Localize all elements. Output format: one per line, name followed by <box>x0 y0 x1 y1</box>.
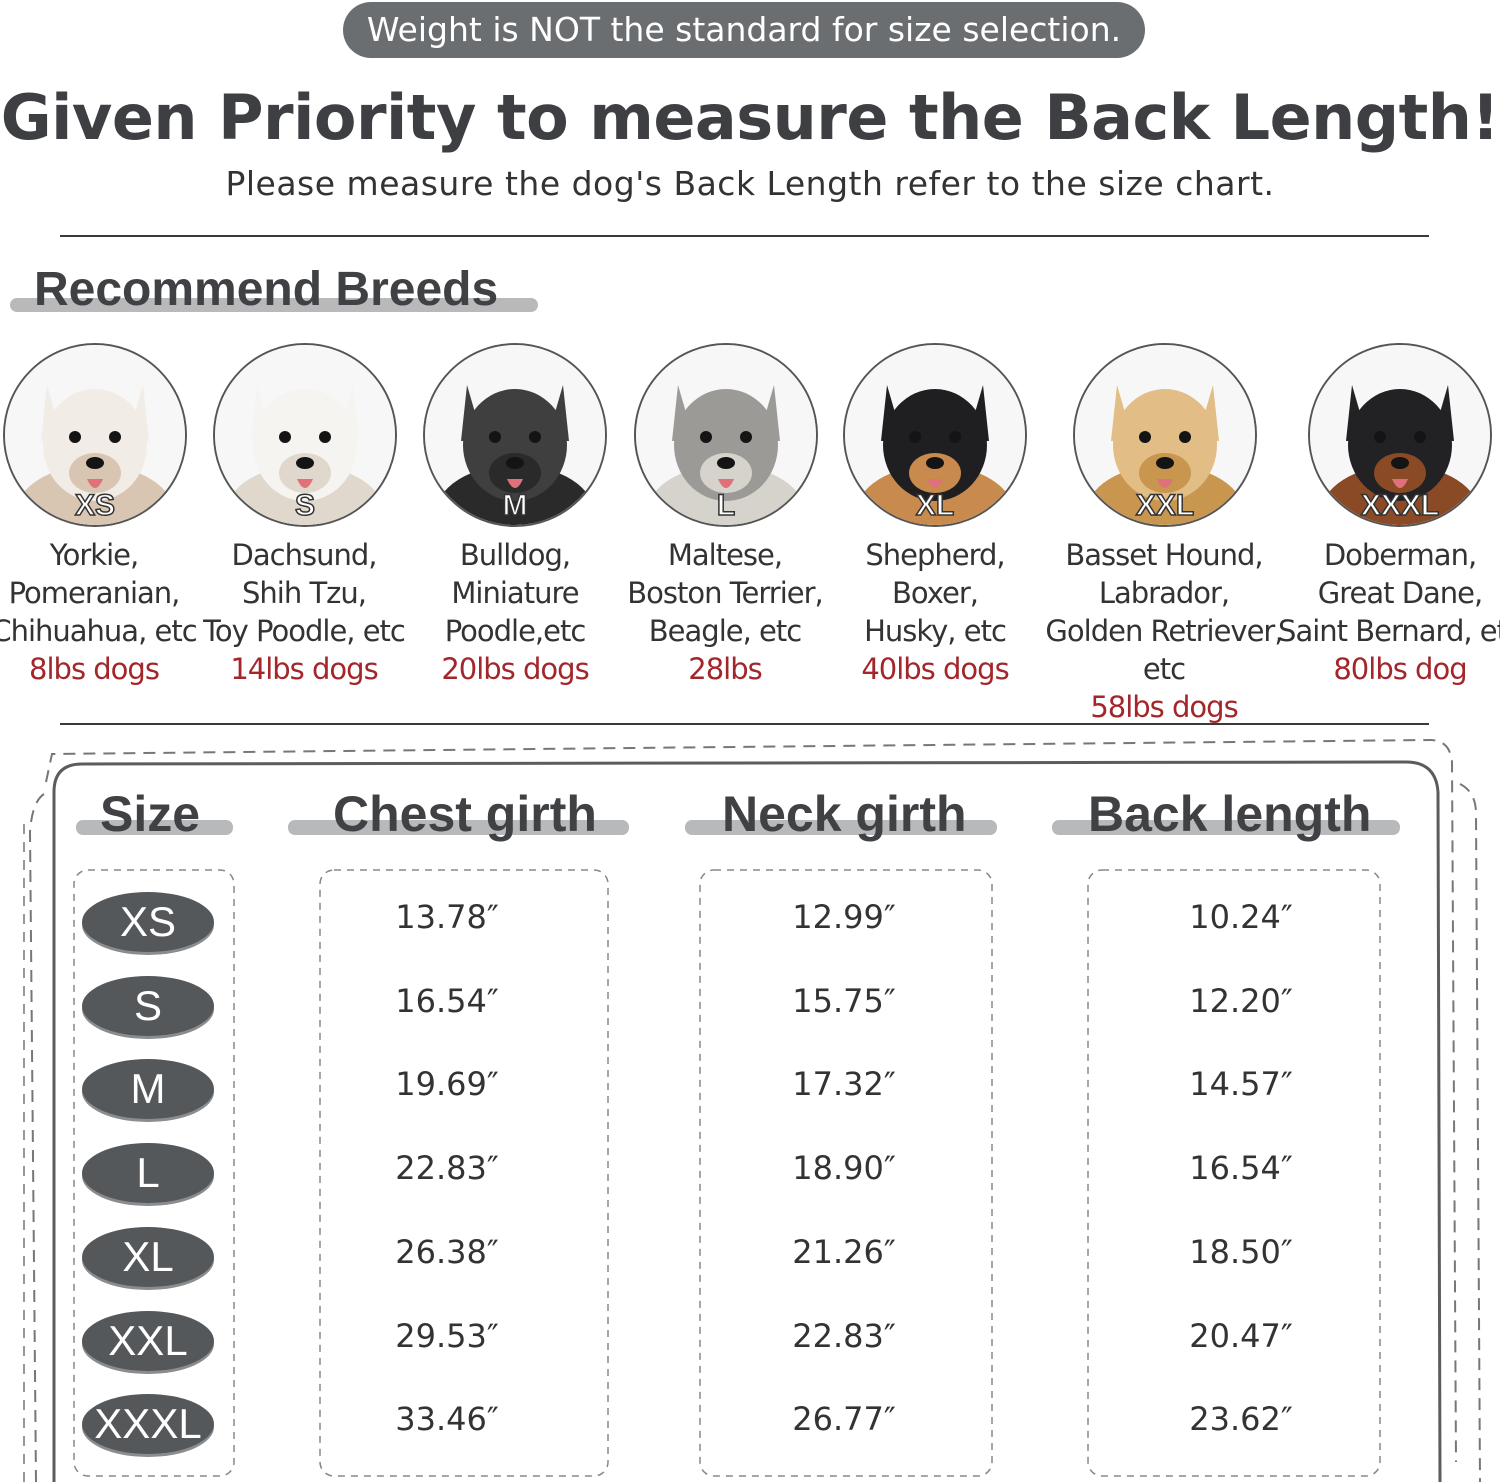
breed-name-line: Pomeranian, <box>8 576 181 610</box>
breed-name-line: Bulldog, <box>459 538 571 572</box>
chest-value-s: 16.54″ <box>395 981 499 1020</box>
neck-header-underline <box>685 820 997 835</box>
breed-weight: 58lbs dogs <box>1090 690 1238 724</box>
breed-name-line: Saint Bernard, etc <box>1278 614 1500 648</box>
size-badge-xs: XS <box>82 892 214 952</box>
recommend-title-underline <box>10 298 538 312</box>
back-value-xxxl: 23.62″ <box>1189 1400 1293 1439</box>
breed-name-line: Boxer, <box>892 576 979 610</box>
chest-value-xxxl: 33.46″ <box>395 1400 499 1439</box>
breed-size-tag: XS <box>74 488 116 523</box>
breed-description: Maltese, Boston Terrier, Beagle, etc 28lbs <box>595 536 855 688</box>
breed-name-line: Labrador, <box>1098 576 1230 610</box>
chest-value-xl: 26.38″ <box>395 1232 499 1271</box>
breed-size-tag: XL <box>915 488 955 523</box>
neck-value-m: 17.32″ <box>792 1065 896 1104</box>
chest-header-underline <box>288 820 629 835</box>
breed-size-tag: L <box>716 488 736 523</box>
neck-value-xxl: 22.83″ <box>792 1316 896 1355</box>
dog-photo: L <box>634 343 818 527</box>
page-headline: Given Priority to measure the Back Lengt… <box>0 81 1500 154</box>
breed-name-line: Chihuahua, etc <box>0 614 198 648</box>
dog-photo: M <box>423 343 607 527</box>
divider-top <box>60 235 1429 237</box>
header-back-length: Back length <box>1088 786 1372 842</box>
size-chart-frame <box>23 738 1481 1482</box>
chest-value-m: 19.69″ <box>395 1065 499 1104</box>
breed-name-line: Miniature <box>451 576 579 610</box>
breed-weight: 14lbs dogs <box>230 652 378 686</box>
breed-size-tag: XXXL <box>1360 488 1440 523</box>
breed-weight: 8lbs dogs <box>29 652 160 686</box>
breed-name-line: Great Dane, <box>1317 576 1484 610</box>
breed-name-line: Toy Poodle, etc <box>203 614 406 648</box>
breed-description: Basset Hound, Labrador, Golden Retriever, … <box>1034 536 1294 726</box>
breed-description: Dachsund, Shih Tzu, Toy Poodle, etc 14lbs d… <box>174 536 434 688</box>
breed-name-line: Beagle, etc <box>648 614 802 648</box>
chest-value-xs: 13.78″ <box>395 898 499 936</box>
neck-value-xs: 12.99″ <box>792 898 896 936</box>
back-value-xs: 10.24″ <box>1189 898 1293 936</box>
header-chest-girth: Chest girth <box>333 786 597 842</box>
breed-weight: 80lbs dog <box>1333 652 1467 686</box>
dog-photo: XL <box>843 343 1027 527</box>
breed-name-line: Dachsund, <box>231 538 378 572</box>
size-notice-banner: Weight is NOT the standard for size sele… <box>343 2 1145 58</box>
back-value-xxl: 20.47″ <box>1189 1316 1293 1355</box>
back-value-m: 14.57″ <box>1189 1065 1293 1104</box>
back-value-l: 16.54″ <box>1189 1149 1293 1188</box>
chest-value-xxl: 29.53″ <box>395 1316 499 1355</box>
header-size: Size <box>100 786 201 842</box>
size-badge-m: M <box>82 1059 214 1120</box>
breed-name-line: Maltese, <box>667 538 783 572</box>
chest-value-l: 22.83″ <box>395 1149 499 1188</box>
breed-name-line: Husky, etc <box>864 614 1007 648</box>
breed-size-tag: M <box>502 488 529 523</box>
back-value-s: 12.20″ <box>1189 981 1293 1020</box>
breed-name-line: Shepherd, <box>865 538 1005 572</box>
breed-weight: 40lbs dogs <box>861 652 1009 686</box>
divider-middle <box>60 723 1429 725</box>
back-header-underline <box>1052 820 1400 835</box>
size-badge-xl: XL <box>82 1226 214 1287</box>
header-neck-girth: Neck girth <box>722 786 967 842</box>
dog-photo: XXL <box>1073 343 1257 527</box>
recommend-breeds-title: Recommend Breeds <box>34 263 499 316</box>
size-badge-xxxl: XXXL <box>82 1394 214 1455</box>
breed-description: Doberman, Great Dane, Saint Bernard, etc 80… <box>1270 536 1500 688</box>
neck-value-s: 15.75″ <box>792 981 896 1020</box>
dog-photo: XS <box>3 343 187 527</box>
breed-weight: 28lbs <box>688 652 762 686</box>
breed-description: Yorkie, Pomeranian, Chihuahua, etc 8lbs dog… <box>0 536 224 688</box>
breed-name-line: Shih Tzu, <box>242 576 367 610</box>
size-header-underline <box>76 820 233 835</box>
size-badge-s: S <box>82 975 214 1036</box>
neck-value-xl: 21.26″ <box>792 1232 896 1271</box>
dog-photo: XXXL <box>1308 343 1492 527</box>
breed-name-line: Golden Retriever, etc <box>1045 614 1283 686</box>
neck-value-xxxl: 26.77″ <box>792 1400 896 1439</box>
breed-name-line: Doberman, <box>1323 538 1477 572</box>
breed-description: Bulldog, Miniature Poodle,etc 20lbs dogs <box>385 536 645 688</box>
breed-name-line: Basset Hound, <box>1065 538 1263 572</box>
dog-photo: S <box>213 343 397 527</box>
size-badge-l: L <box>82 1143 214 1204</box>
breed-name-line: Boston Terrier, <box>627 576 823 610</box>
size-badge-xxl: XXL <box>82 1310 214 1371</box>
neck-value-l: 18.90″ <box>792 1149 896 1188</box>
breed-name-line: Yorkie, <box>49 538 139 572</box>
back-value-xl: 18.50″ <box>1189 1232 1293 1271</box>
breed-description: Shepherd, Boxer, Husky, etc 40lbs dogs <box>805 536 1065 688</box>
breed-size-tag: XXL <box>1135 488 1195 523</box>
breed-weight: 20lbs dogs <box>441 652 589 686</box>
page-subheadline: Please measure the dog's Back Length ref… <box>225 164 1275 203</box>
breed-size-tag: S <box>294 488 316 523</box>
breed-name-line: Poodle,etc <box>444 614 587 648</box>
